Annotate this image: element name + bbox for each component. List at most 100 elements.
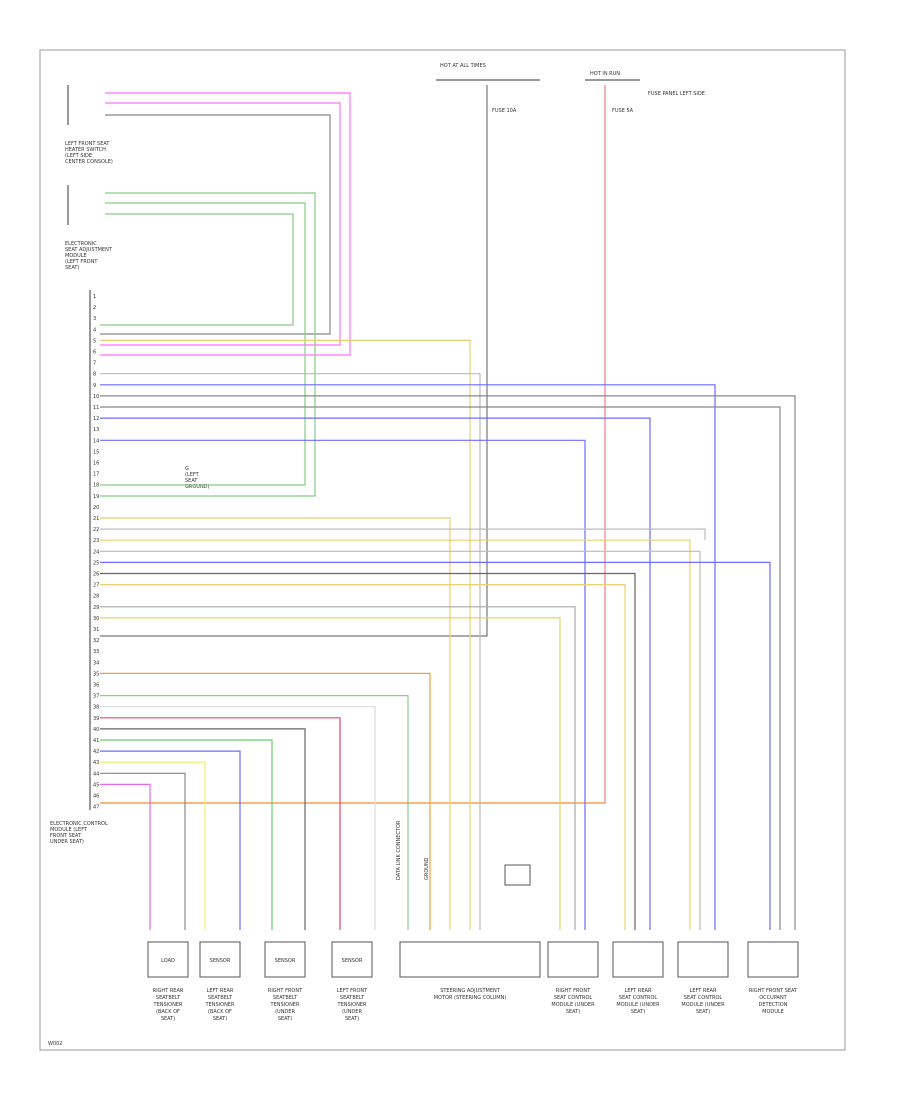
component-label: SEATBELT (156, 995, 181, 1001)
component-label: (UNDER (275, 1009, 295, 1015)
component-label: SEAT) (278, 1016, 292, 1022)
label-line: G (185, 466, 189, 472)
wire (100, 750, 241, 930)
fuse-box-label: HOT AT ALL TIMES (440, 63, 486, 69)
wire (100, 373, 481, 930)
component (677, 941, 729, 978)
component-label: RIGHT REAR (153, 988, 184, 994)
component-label: MODULE (UNDER (616, 1002, 660, 1008)
wire (100, 606, 576, 930)
component-label: SEATBELT (208, 995, 233, 1001)
component-label: TENSIONER (205, 1002, 235, 1008)
wire (100, 517, 451, 930)
connector-label: UNDER SEAT) (50, 839, 84, 845)
component-label: (BACK OF (156, 1009, 180, 1015)
component-label: DETECTION (759, 1002, 788, 1008)
wire (100, 728, 306, 930)
component-label: SEAT) (631, 1009, 645, 1015)
pin-number: 1 (93, 294, 96, 300)
component-name: LOAD (161, 958, 175, 964)
wire (100, 213, 294, 326)
component-label: SEATBELT (340, 995, 365, 1001)
component-label: MODULE (UNDER (681, 1002, 725, 1008)
wire (100, 192, 316, 497)
component-label: LEFT REAR (625, 988, 652, 994)
label-line: SEAT (185, 478, 198, 484)
pin-number: 5 (93, 338, 96, 344)
component-label: SEAT CONTROL (684, 995, 723, 1001)
pin-number: 35 (93, 671, 99, 677)
wire (100, 561, 771, 930)
wire (100, 739, 273, 930)
ground-block (504, 864, 531, 886)
component-label: LEFT REAR (207, 988, 234, 994)
ground-label: GROUND (424, 857, 430, 880)
wire (100, 406, 781, 930)
component-label: OCCUPANT (759, 995, 787, 1001)
pin-number: 10 (93, 394, 99, 400)
pin-number: 32 (93, 638, 99, 644)
pin-number: 38 (93, 705, 99, 711)
pin-number: 19 (93, 494, 99, 500)
label-line: ELECTRONIC (65, 241, 97, 247)
pin-number: 44 (93, 771, 99, 777)
wire (100, 417, 651, 930)
pin-number: 25 (93, 560, 99, 566)
connector-label: ELECTRONIC CONTROL (50, 821, 108, 827)
fuse-label: FUSE 5A (612, 108, 634, 114)
pin-number: 33 (93, 649, 99, 655)
pin-number: 4 (93, 327, 96, 333)
wire (100, 550, 701, 930)
label-line: (LEFT FRONT (65, 259, 98, 265)
component-label: RIGHT FRONT (556, 988, 591, 994)
wire (100, 395, 796, 930)
fuse-label: FUSE 10A (492, 108, 517, 114)
pin-number: 37 (93, 694, 99, 700)
pin-number: 7 (93, 361, 96, 367)
component-label: SEAT) (213, 1016, 227, 1022)
pin-number: 29 (93, 605, 99, 611)
pin-number: 12 (93, 416, 99, 422)
pin-number: 17 (93, 472, 99, 478)
component-label: TENSIONER (153, 1002, 183, 1008)
wire (100, 102, 341, 346)
fuse-box-label: HOT IN RUN (590, 71, 620, 77)
label-line: HEATER SWITCH (65, 147, 106, 153)
component-label: RIGHT FRONT (268, 988, 303, 994)
wire (100, 783, 151, 930)
label-line: GROUND) (185, 484, 210, 490)
component-label: RIGHT FRONT SEAT (749, 988, 798, 994)
data-link-label: DATA LINK CONNECTOR (396, 820, 402, 880)
component-label: MODULE (762, 1009, 784, 1015)
label-line: (LEFT SIDE (65, 153, 92, 159)
component-name: SENSOR (210, 958, 231, 964)
wire (100, 114, 331, 335)
pin-number: 16 (93, 461, 99, 467)
component-name: SENSOR (275, 958, 296, 964)
component (199, 941, 241, 978)
pin-number: 8 (93, 372, 96, 378)
footer: W002 (48, 1041, 63, 1047)
pin-number: 41 (93, 738, 99, 744)
label-line: SEAT) (65, 265, 79, 271)
wire (100, 339, 471, 930)
component (747, 941, 799, 978)
component (612, 941, 664, 978)
component-label: SEAT) (566, 1009, 580, 1015)
pin-number: 13 (93, 427, 99, 433)
wire (100, 761, 206, 930)
component-label: SEAT) (696, 1009, 710, 1015)
label-line: MODULE (65, 253, 87, 259)
wire (100, 694, 409, 930)
pin-number: 15 (93, 449, 99, 455)
pin-number: 43 (93, 760, 99, 766)
label-line: CENTER CONSOLE) (65, 159, 113, 165)
component (331, 941, 373, 978)
wire (100, 583, 626, 930)
pin-number: 28 (93, 594, 99, 600)
pin-number: 31 (93, 627, 99, 633)
pin-number: 36 (93, 683, 99, 689)
wire (100, 202, 306, 486)
pin-number: 30 (93, 616, 99, 622)
connector-label: MODULE (LEFT (50, 827, 88, 833)
